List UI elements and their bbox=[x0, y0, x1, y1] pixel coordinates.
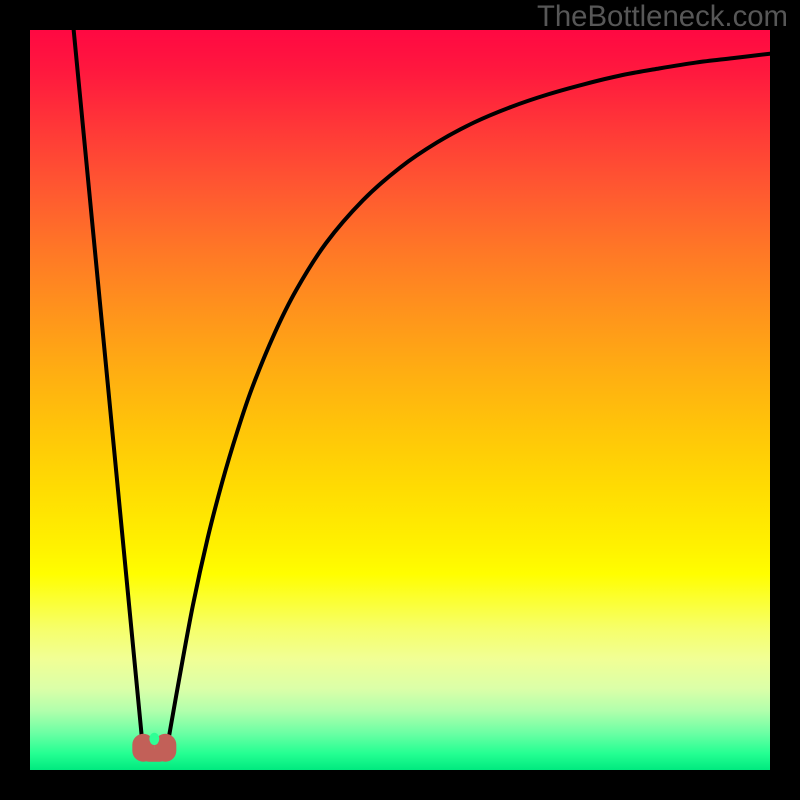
plot-background bbox=[30, 30, 770, 770]
bottleneck-chart: TheBottleneck.com bbox=[0, 0, 800, 800]
min-marker bbox=[132, 733, 176, 762]
chart-svg bbox=[0, 0, 800, 800]
